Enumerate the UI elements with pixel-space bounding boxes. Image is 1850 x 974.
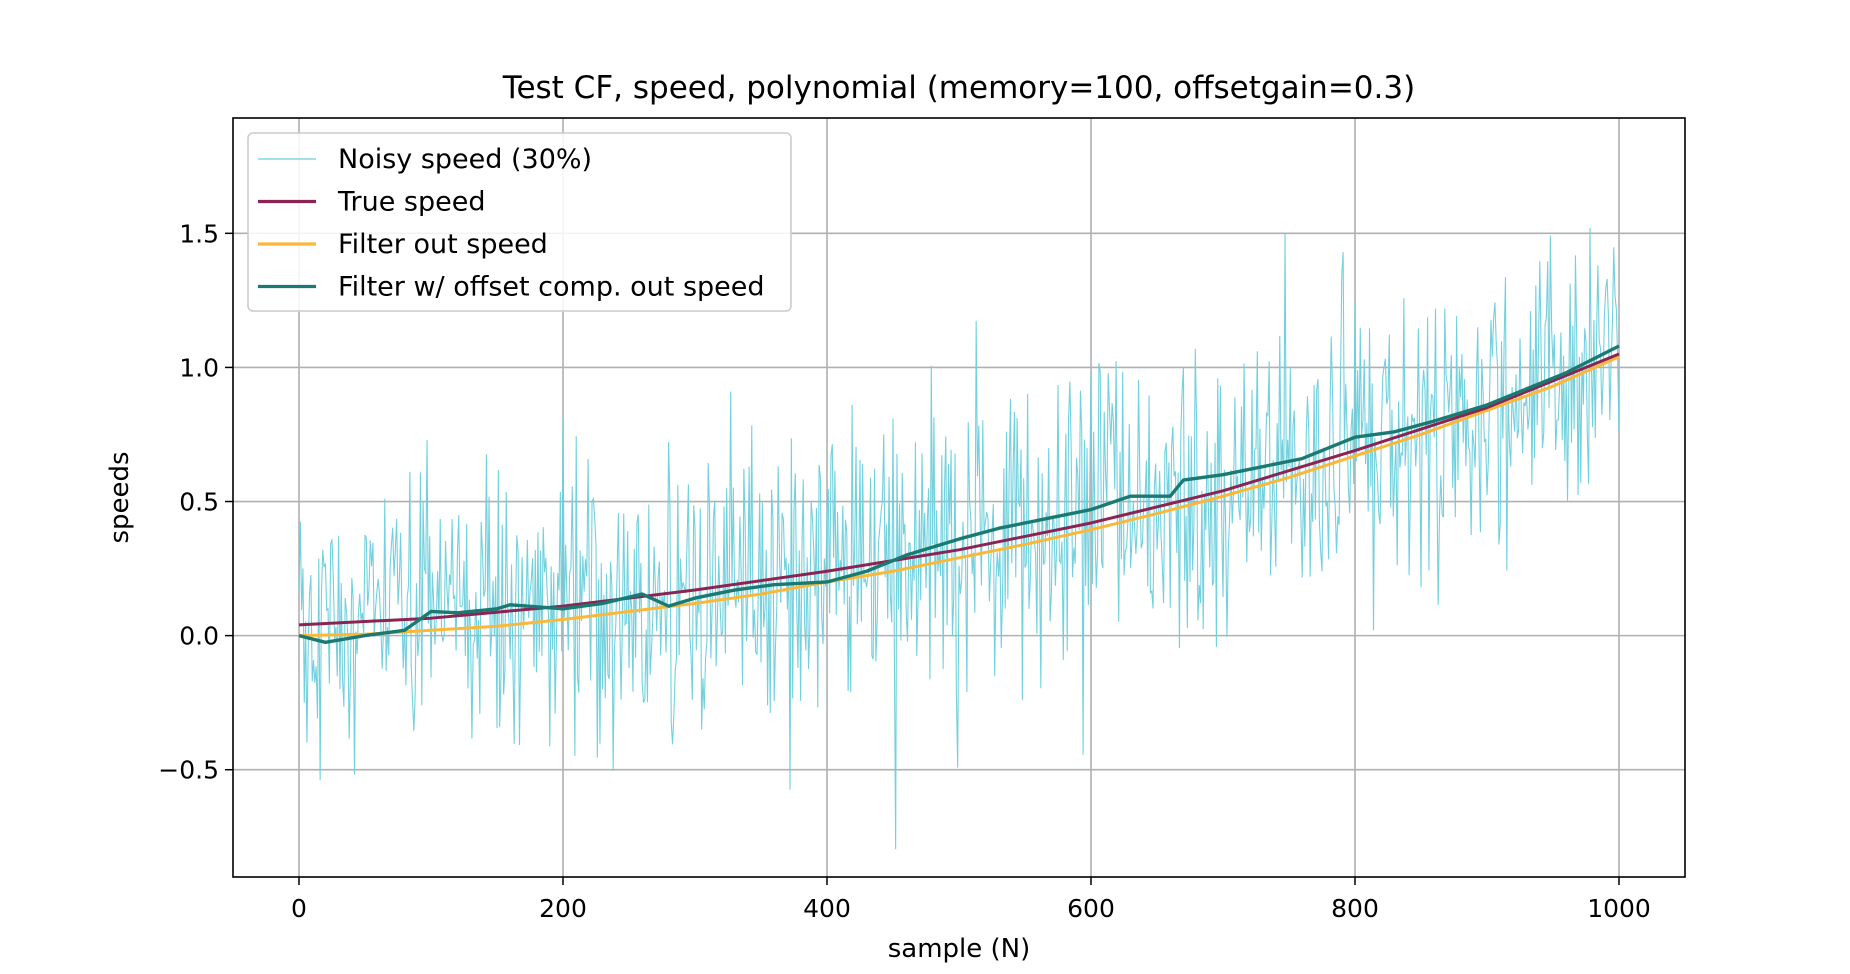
x-tick-label: 0 (291, 894, 307, 923)
y-tick-label: 0.5 (179, 488, 219, 517)
x-tick-label: 200 (539, 894, 587, 923)
y-tick-label: −0.5 (158, 756, 219, 785)
chart-title: Test CF, speed, polynomial (memory=100, … (502, 70, 1415, 106)
series-lines (298, 344, 1620, 645)
x-axis-label: sample (N) (888, 934, 1031, 964)
true-speed-line (298, 352, 1620, 627)
legend-label-true: True speed (337, 187, 486, 218)
offset-speed-line (298, 344, 1620, 645)
legend: Noisy speed (30%) True speed Filter out sp… (247, 132, 792, 312)
plot-frame (232, 117, 1686, 878)
y-tick-label: 0.0 (179, 622, 219, 651)
x-tick-label: 1000 (1587, 894, 1651, 923)
legend-label-noisy: Noisy speed (30%) (338, 144, 592, 175)
y-axis-ticks: −0.5 0.0 0.5 1.0 1.5 (158, 219, 233, 785)
y-tick-label: 1.0 (179, 353, 219, 382)
legend-box (247, 132, 792, 312)
filter-speed-line (298, 355, 1620, 638)
x-tick-label: 600 (1067, 894, 1115, 923)
legend-label-offset: Filter w/ offset comp. out speed (338, 272, 765, 303)
x-tick-label: 800 (1331, 894, 1379, 923)
x-axis-ticks: 0 200 400 600 800 1000 (291, 877, 1651, 923)
noisy-speed-line (298, 227, 1620, 850)
y-axis-label: speeds (105, 451, 135, 543)
legend-label-filter: Filter out speed (338, 229, 548, 260)
x-tick-label: 400 (803, 894, 851, 923)
series-noisy-speed (298, 227, 1620, 850)
y-tick-label: 1.5 (179, 219, 219, 248)
